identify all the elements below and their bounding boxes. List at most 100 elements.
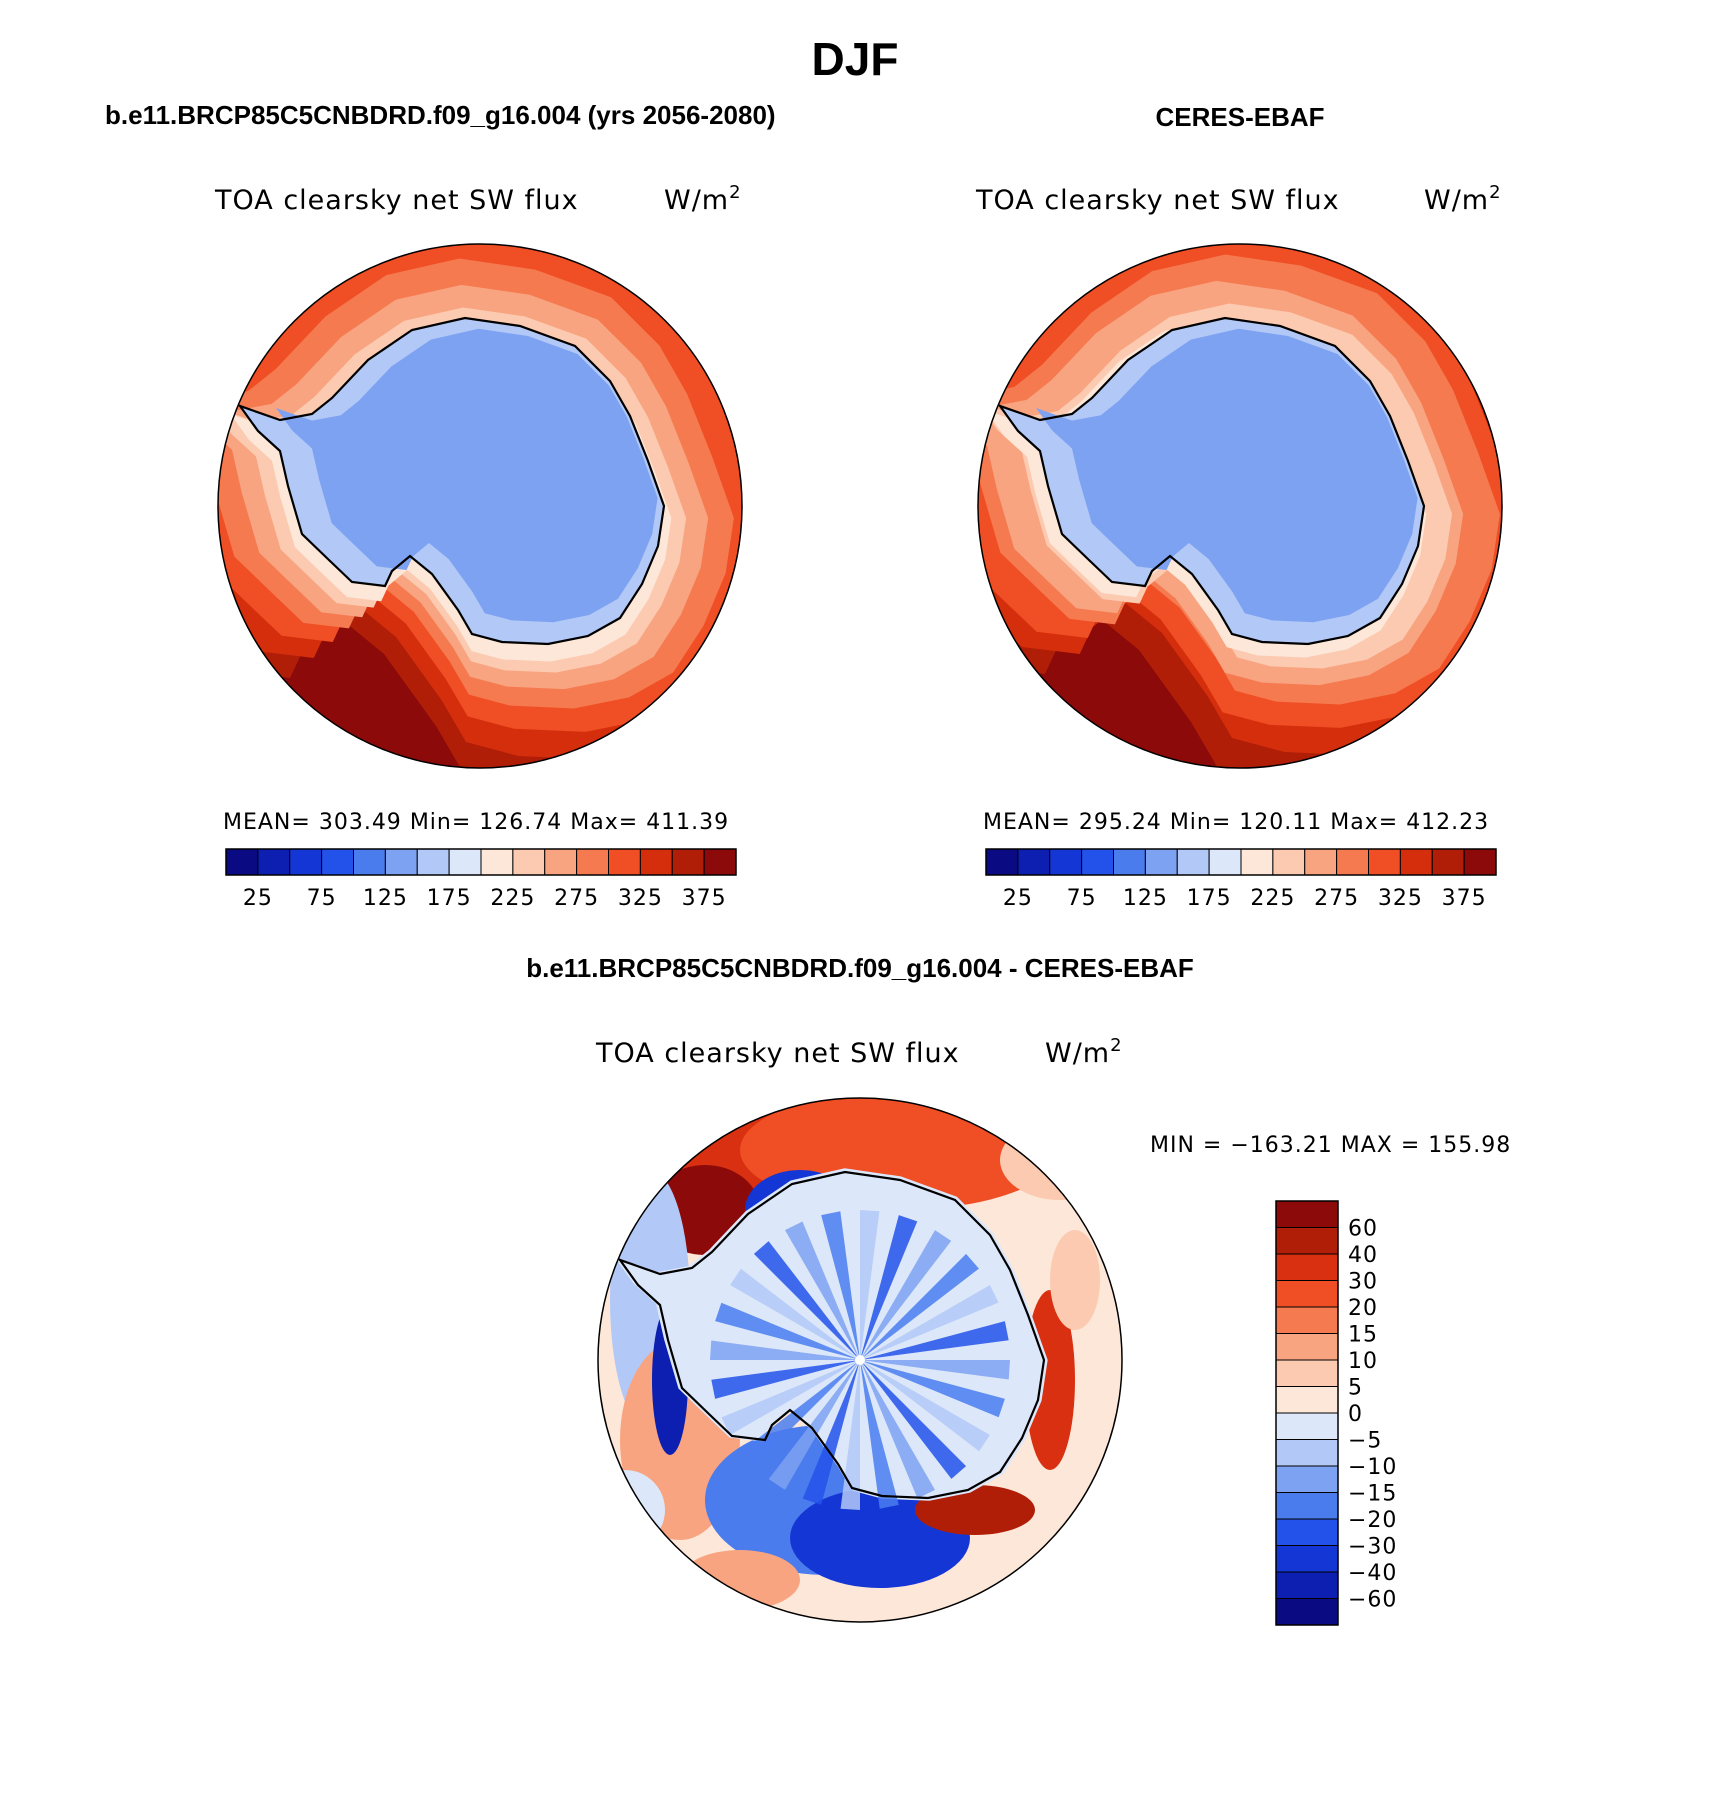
colorbar-tick-label: −5 (1348, 1429, 1382, 1454)
map-border (217, 243, 743, 769)
coastline (237, 316, 666, 646)
anomaly-ray (860, 1230, 952, 1360)
anomaly-ray (860, 1360, 899, 1509)
colorbar-swatch (1275, 1253, 1339, 1281)
anomaly-ray (860, 1321, 1009, 1360)
panel-diff-stats: MIN = −163.21 MAX = 155.98 (1150, 1133, 1511, 1158)
coastline (997, 316, 1426, 646)
colorbar-tick-label: 225 (1250, 886, 1295, 911)
colorbar-tick-label: −40 (1348, 1561, 1397, 1586)
colorbar-swatch (321, 848, 354, 876)
map-border (597, 1097, 1123, 1623)
panel-diff-map (597, 1097, 1123, 1623)
panel-model-field: TOA clearsky net SW flux (214, 185, 579, 216)
ice-sheet-fill (1036, 328, 1418, 623)
anomaly-ray (860, 1210, 880, 1360)
map-border (977, 243, 1503, 769)
colorbar-swatch (1275, 1439, 1339, 1467)
colorbar-swatch (1275, 1412, 1339, 1440)
colorbar-tick-label: 275 (1314, 886, 1359, 911)
colorbar-tick-label: 25 (243, 886, 273, 911)
ice-sheet-fill (276, 328, 658, 623)
colorbar-swatch (1113, 848, 1146, 876)
anomaly-region (680, 1550, 800, 1610)
panel-diff-field: TOA clearsky net SW flux (595, 1038, 960, 1069)
panel-obs-stats: MEAN= 295.24 Min= 120.11 Max= 412.23 (983, 810, 1489, 835)
panel-model-stats: MEAN= 303.49 Min= 126.74 Max= 411.39 (223, 810, 729, 835)
colorbar-swatch (1275, 1598, 1339, 1626)
figure-title: DJF (812, 33, 899, 85)
colorbar-swatch (1017, 848, 1051, 876)
anomaly-ray (860, 1360, 967, 1479)
colorbar-tick-label: 0 (1348, 1402, 1363, 1427)
colorbar-swatch (1272, 848, 1306, 876)
colorbar-swatch (384, 848, 418, 876)
colorbar-tick-label: −30 (1348, 1535, 1397, 1560)
colorbar-tick-label: −10 (1348, 1455, 1397, 1480)
colorbar-tick-label: 325 (1378, 886, 1423, 911)
colorbar-swatch (1275, 1359, 1339, 1387)
colorbar-tick-label: 60 (1348, 1217, 1378, 1242)
anomaly-ray (860, 1285, 999, 1360)
colorbar-swatch (1275, 1545, 1339, 1573)
anomaly-ray (785, 1221, 860, 1360)
anomaly-ray (721, 1360, 860, 1435)
panel-obs: CERES-EBAF TOA clearsky net SW flux W/m2… (975, 102, 1503, 911)
colorbar-swatch (448, 848, 482, 876)
colorbar-swatch (608, 848, 641, 876)
panel-obs-field: TOA clearsky net SW flux (975, 185, 1340, 216)
colorbar-swatch (544, 848, 578, 876)
colorbar-tick-label: 75 (1067, 886, 1097, 911)
colorbar-swatch (1240, 848, 1274, 876)
colorbar-tick-label: 125 (1123, 886, 1168, 911)
colorbar-swatch (576, 848, 609, 876)
panel-model-map (217, 243, 743, 769)
colorbar-swatch (1275, 1227, 1339, 1255)
pole-marker (855, 1355, 865, 1365)
anomaly-ray (860, 1360, 935, 1499)
colorbar-swatch (480, 848, 514, 876)
colorbar-swatch (985, 848, 1019, 876)
colorbar-tick-label: 25 (1003, 886, 1033, 911)
panel-model: b.e11.BRCP85C5CNBDRD.f09_g16.004 (yrs 20… (105, 100, 776, 911)
colorbar-tick-label: −20 (1348, 1508, 1397, 1533)
colorbar-swatch (671, 848, 705, 876)
panel-diff-title: b.e11.BRCP85C5CNBDRD.f09_g16.004 - CERES… (526, 953, 1194, 983)
colorbar-tick-label: 30 (1348, 1270, 1378, 1295)
colorbar-swatch (1275, 1280, 1339, 1308)
anomaly-region (598, 1470, 665, 1550)
panel-model-title: b.e11.BRCP85C5CNBDRD.f09_g16.004 (yrs 20… (105, 100, 776, 130)
colorbar-swatch (1336, 848, 1369, 876)
colorbar-swatch (1275, 1518, 1339, 1546)
colorbar-swatch (1368, 848, 1401, 876)
colorbar-swatch (1081, 848, 1114, 876)
colorbar-frame (1275, 1200, 1339, 1626)
anomaly-ray (840, 1360, 860, 1510)
panel-obs-colorbar: 25 75 125 175 225 275 325 375 (985, 848, 1497, 911)
colorbar-tick-label: 175 (427, 886, 472, 911)
colorbar-swatch (1208, 848, 1242, 876)
anomaly-ray (730, 1268, 860, 1360)
colorbar-tick-label: 20 (1348, 1296, 1378, 1321)
colorbar-tick-label: 175 (1187, 886, 1232, 911)
anomaly-ray (753, 1241, 860, 1360)
colorbar-tick-label: 275 (554, 886, 599, 911)
colorbar-swatch (416, 848, 450, 876)
colorbar-tick-label: 15 (1348, 1323, 1378, 1348)
colorbar-tick-label: 75 (307, 886, 337, 911)
colorbar-swatch (1399, 848, 1433, 876)
colorbar-swatch (1304, 848, 1338, 876)
colorbar-tick-label: 125 (363, 886, 408, 911)
anomaly-region (1000, 1120, 1120, 1200)
colorbar-swatch (1275, 1333, 1339, 1361)
colorbar-swatch (1275, 1492, 1339, 1520)
anomaly-ray (860, 1215, 918, 1360)
colorbar-swatch (512, 848, 546, 876)
anomaly-ray (715, 1302, 860, 1360)
anomaly-ray (802, 1360, 860, 1505)
colorbar-frame (225, 848, 737, 876)
colorbar-swatch (1275, 1306, 1339, 1334)
colorbar-tick-label: 375 (682, 886, 727, 911)
colorbar-tick-label: 40 (1348, 1243, 1378, 1268)
